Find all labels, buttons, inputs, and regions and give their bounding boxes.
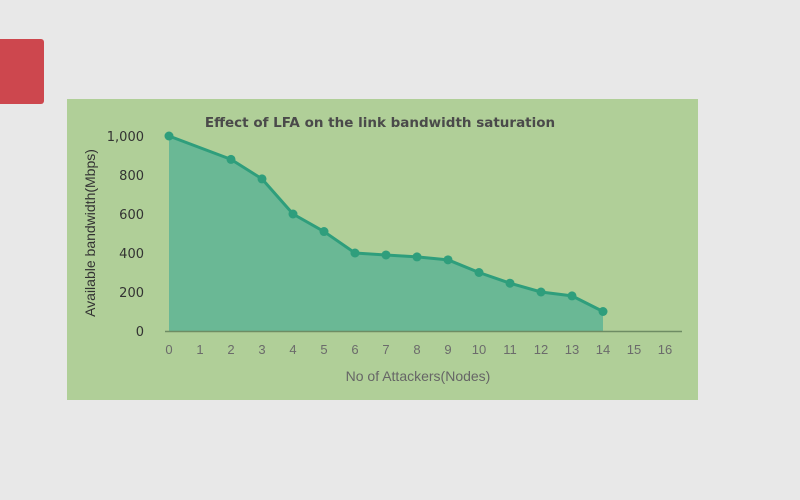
x-tick-label: 2 [227,342,234,357]
x-tick-label: 11 [503,342,517,357]
data-point-14 [598,307,608,316]
x-tick-label: 7 [382,342,389,357]
data-point-3 [257,174,267,184]
data-point-7 [381,250,391,260]
y-tick-label: 600 [119,208,144,223]
red-accent-tab [0,39,44,104]
series-line [168,134,604,313]
plot-area [164,131,682,333]
x-tick-label: 14 [596,342,610,357]
y-tick-label: 1,000 [107,130,144,145]
data-point-0 [164,131,174,141]
data-point-2 [226,154,236,164]
x-tick-label: 9 [444,342,451,357]
x-axis-title: No of Attackers(Nodes) [346,368,491,384]
chart: Effect of LFA on the link bandwidth satu… [67,99,698,400]
x-tick-label: 3 [258,342,265,357]
y-tick-label: 800 [119,169,144,184]
y-tick-label: 0 [136,325,144,340]
x-tick-label: 8 [413,342,420,357]
x-tick-label: 1 [196,342,203,357]
data-point-5 [319,227,329,237]
area-fill [169,136,603,331]
data-point-9 [443,255,453,265]
x-tick-label: 16 [658,342,672,357]
data-point-8 [412,252,422,262]
data-point-12 [536,287,546,297]
x-tick-label: 0 [165,342,172,357]
data-point-10 [474,268,484,277]
x-tick-label: 6 [351,342,358,357]
x-tick-label: 13 [565,342,579,357]
data-point-13 [567,291,577,301]
x-tick-label: 15 [627,342,641,357]
x-tick-label: 10 [472,342,486,357]
data-point-11 [505,278,515,288]
x-tick-label: 4 [289,342,296,357]
y-axis-title: Available bandwidth(Mbps) [82,149,98,317]
y-tick-label: 200 [119,286,144,301]
y-axis-ticks: 0 200 400 600 800 1,000 [107,130,144,340]
x-tick-label: 12 [534,342,548,357]
chart-title: Effect of LFA on the link bandwidth satu… [205,115,555,131]
x-tick-label: 5 [320,342,327,357]
y-tick-label: 400 [119,247,144,262]
x-axis-ticks: 0 1 2 3 4 5 6 7 8 9 10 11 12 13 14 15 16 [165,342,672,357]
data-point-6 [350,248,360,258]
chart-panel: Effect of LFA on the link bandwidth satu… [67,99,698,400]
data-points [164,131,608,316]
data-point-4 [288,209,298,219]
